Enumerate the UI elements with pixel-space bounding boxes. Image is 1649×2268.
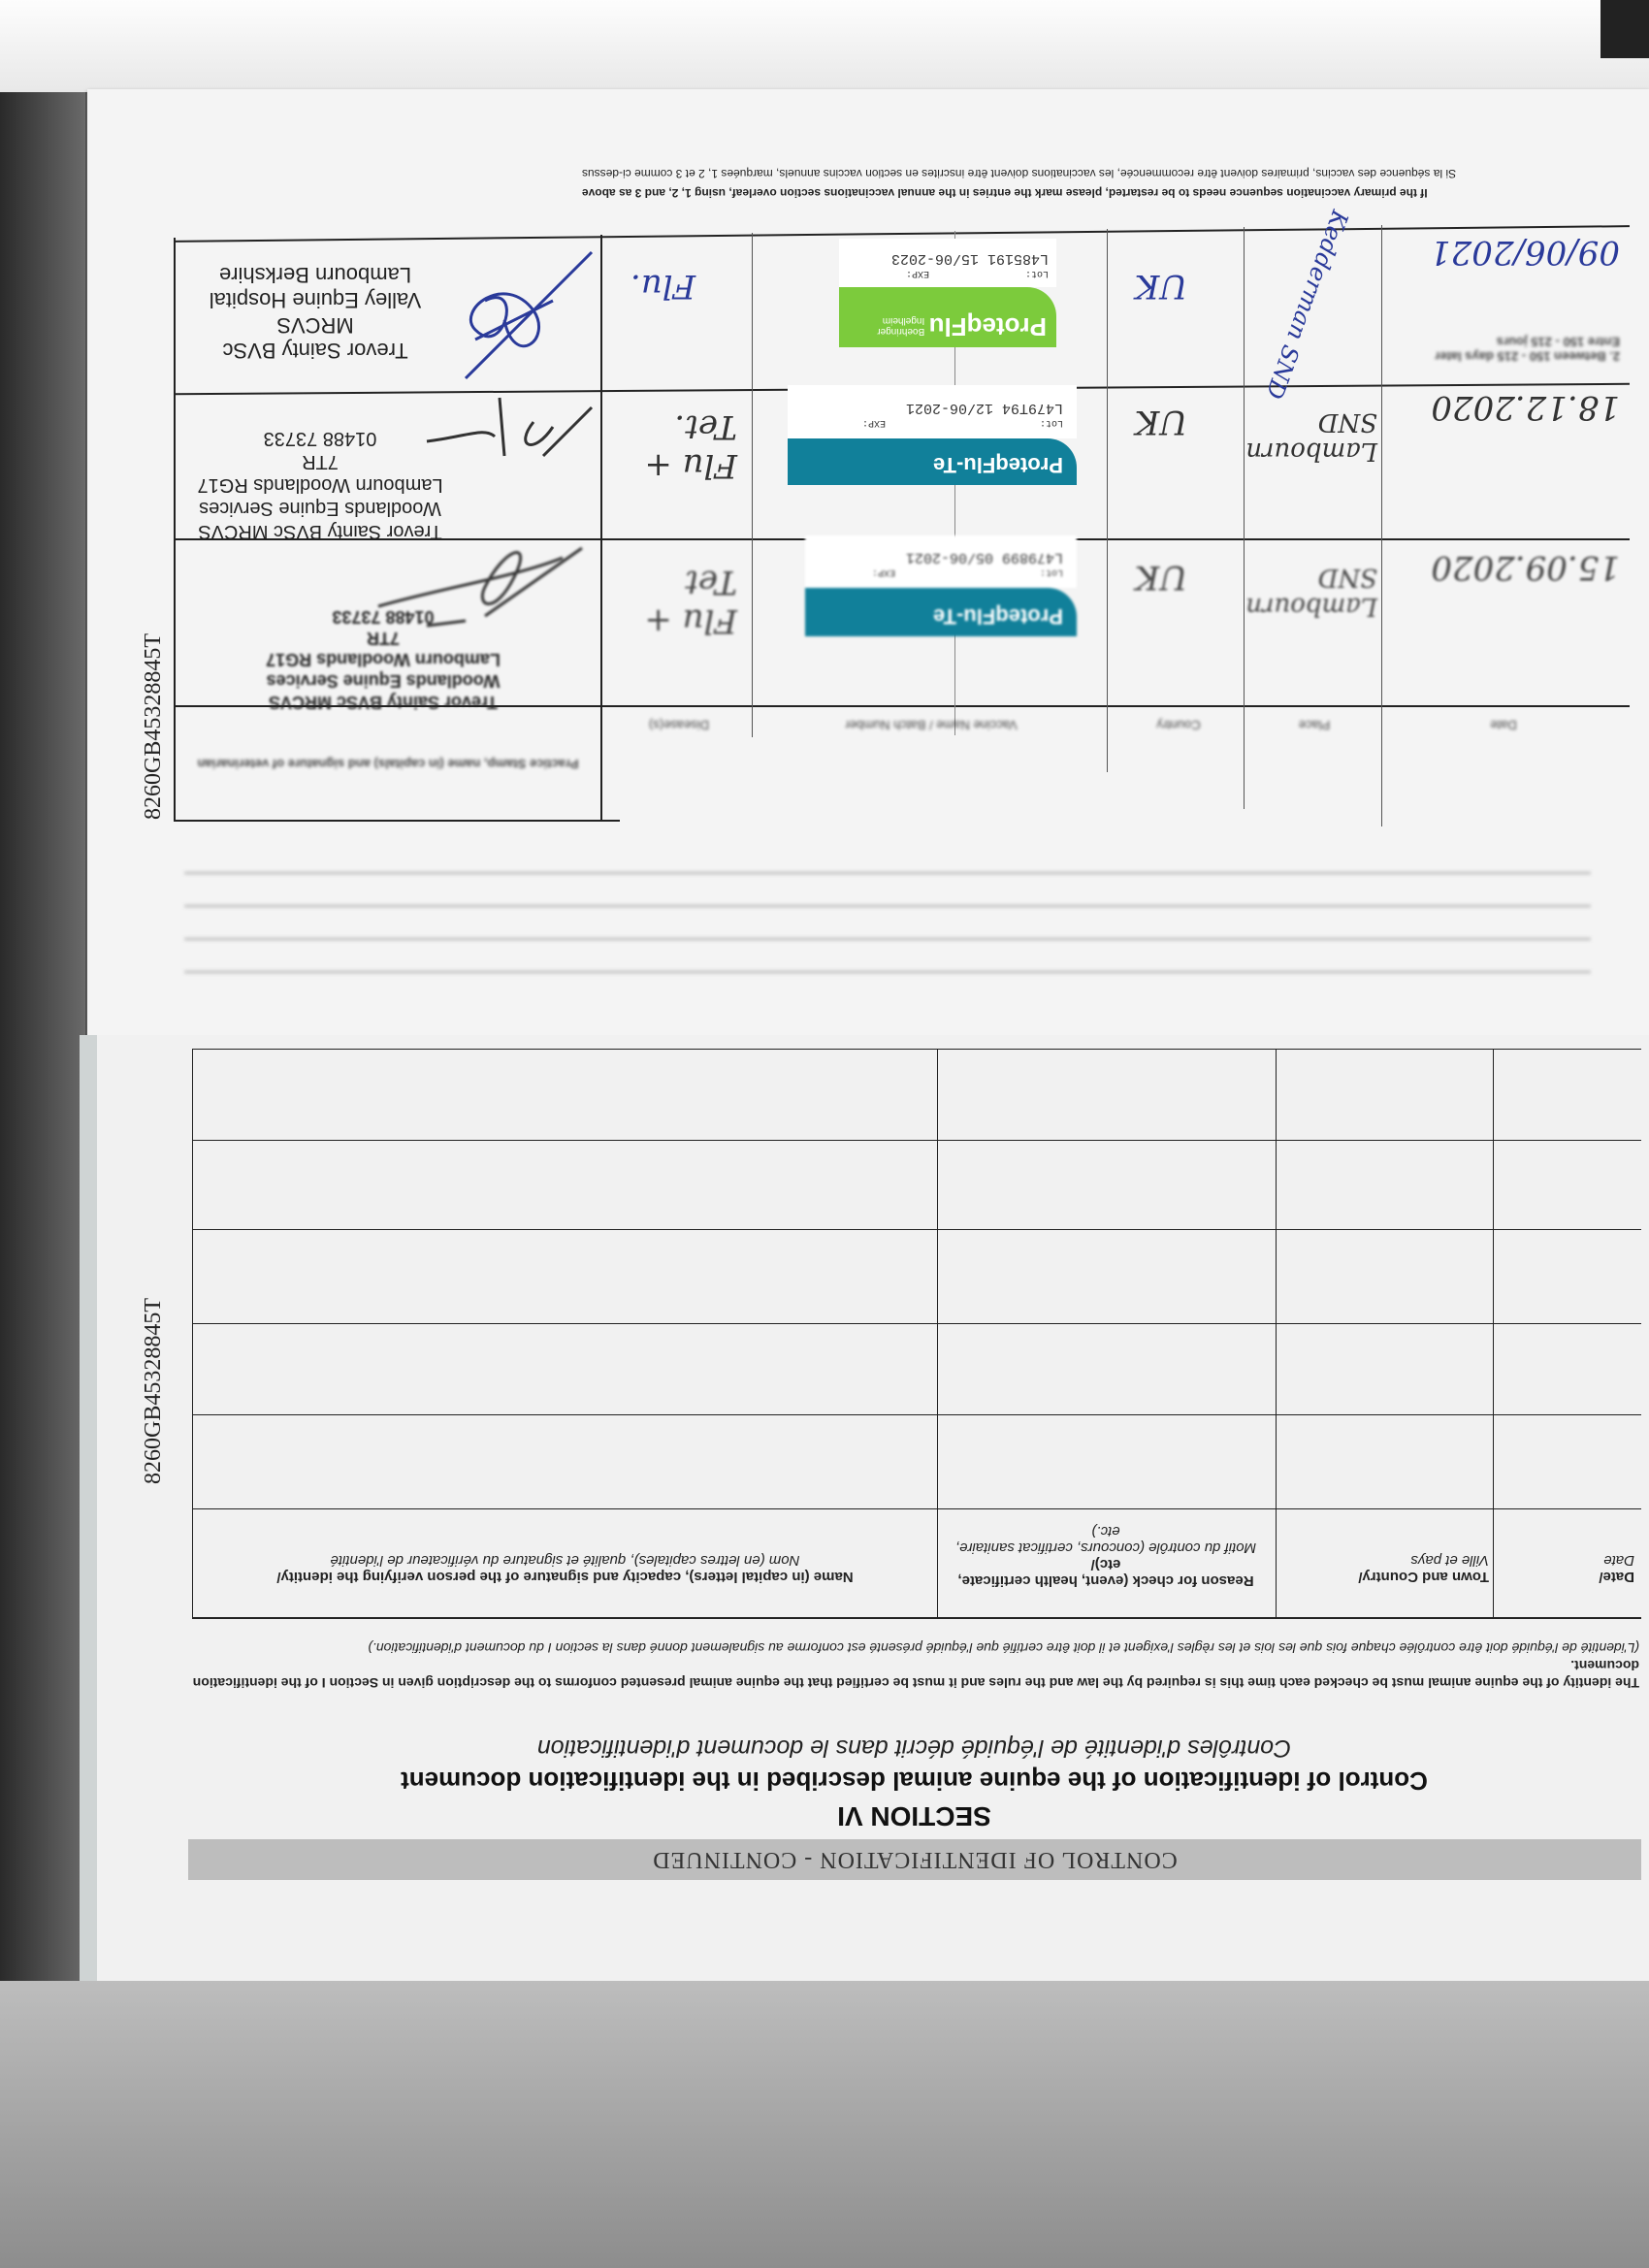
date-cell: 09/06/2021: [1430, 233, 1620, 272]
header-country: Country: [1156, 718, 1201, 732]
date-cell: 15.09.2020: [1431, 548, 1620, 587]
vet-signature-icon: [426, 397, 594, 458]
blurred-instructions: [184, 854, 1591, 999]
header-name-signature: Name (in capital letters), capacity and …: [199, 1552, 931, 1585]
expiry-date: 05/06-2021: [905, 549, 993, 566]
vaccine-name: ProteqFlu-Te: [805, 588, 1077, 636]
row-label-2-en: 2. Between 150 - 215 days later: [1435, 349, 1620, 364]
header-practice-stamp: Practice Stamp, name (in capitals) and s…: [197, 757, 579, 771]
identification-page: [80, 1035, 1649, 1981]
vet-stamp: Trevor Sainty BVSc MRCVS Woodlands Equin…: [262, 606, 504, 713]
proteqflu-sticker: ProteqFlu Boehringer Ingelheim Lot: EXP:…: [839, 239, 1056, 347]
restart-note-en: If the primary vaccination sequence need…: [582, 186, 1428, 200]
header-en: Name (in capital letters), capacity and …: [276, 1569, 854, 1585]
place-cell: Lambourn SND: [1245, 563, 1377, 621]
title-en: Control of identification of the equine …: [401, 1766, 1428, 1796]
stamp-line: Trevor Sainty BVSc MRCVS: [222, 313, 408, 363]
instructions-paragraph: The identity of the equine animal must b…: [189, 1639, 1639, 1692]
header-en: Reason for check (event, health certific…: [957, 1556, 1254, 1589]
header-fr: Nom (en lettres capitales), qualité et s…: [330, 1552, 800, 1569]
header-fr: Motif du contrôle (concours, certificat …: [954, 1523, 1257, 1556]
disease-cell: Flu + Tet: [644, 563, 737, 640]
disease-cell: Flu + Tet.: [644, 407, 737, 485]
lot-number: L479T94: [1001, 400, 1063, 416]
header-fr: Date: [1603, 1552, 1634, 1569]
disease-cell: Flu.: [630, 267, 696, 306]
section-heading: SECTION VI: [837, 1801, 991, 1831]
scanner-background: [0, 0, 1649, 92]
header-en: Date/: [1599, 1569, 1634, 1585]
id-number: 8260GB45328845T: [141, 1298, 166, 1484]
vaccine-name: ProteqFlu-Te: [788, 438, 1077, 485]
lot-number: L479899: [1001, 549, 1063, 566]
header-vaccine: Vaccine Name / Batch Number: [845, 718, 1018, 732]
header-town-country: Town and Country/ Ville et pays: [1280, 1552, 1489, 1585]
para-fr: (L'identité de l'équidé doit être contrô…: [368, 1640, 1639, 1656]
header-place: Place: [1298, 718, 1331, 732]
para-en: The identity of the equine animal must b…: [192, 1658, 1639, 1691]
stamp-line: Lambourn Woodlands RG17 7TR: [197, 451, 443, 496]
scanner-background-left: [0, 92, 85, 2268]
expiry-date: 15/06-2023: [890, 250, 979, 267]
stamp-line: Trevor Sainty BVSc MRCVS: [268, 693, 499, 712]
stamp-line: Lambourn Woodlands RG17 7TR: [266, 629, 501, 669]
date-cell: 18.12.2020: [1431, 388, 1620, 427]
vet-stamp: Trevor Sainty BVSc MRCVS Valley Equine H…: [184, 262, 446, 363]
row-label-2-fr: Entre 150 - 215 jours: [1496, 335, 1620, 349]
id-number: 8260GB45328845T: [141, 633, 166, 820]
header-reason: Reason for check (event, health certific…: [946, 1523, 1266, 1589]
lot-label: Lot:: [1039, 567, 1063, 577]
lot-number: L485191: [986, 250, 1049, 267]
section-banner: CONTROL OF IDENTIFICATION - CONTINUED: [188, 1839, 1641, 1880]
country-cell: UK: [1135, 403, 1188, 441]
title-fr: Contrôles d'identité de l'équidé décrit …: [536, 1734, 1292, 1762]
scanner-edge: [1600, 0, 1649, 58]
vet-signature-icon: [377, 546, 583, 628]
header-en: Town and Country/: [1358, 1569, 1489, 1585]
row-label-2: 2. Between 150 - 215 days later Entre 15…: [1387, 335, 1620, 364]
header-date: Date/ Date: [1499, 1552, 1634, 1585]
exp-label: EXP:: [905, 268, 929, 278]
exp-label: EXP:: [871, 567, 895, 577]
vaccine-name: ProteqFlu: [928, 312, 1047, 341]
lot-label: Lot:: [1024, 268, 1049, 278]
expiry-date: 12/06-2021: [905, 400, 993, 416]
lot-label: Lot:: [1039, 417, 1063, 428]
header-date: Date: [1490, 718, 1517, 732]
restart-note-fr: Si la séquence des vaccins, primaires do…: [582, 167, 1457, 180]
place-cell: Lambourn SND: [1245, 407, 1377, 466]
country-cell: UK: [1135, 267, 1188, 306]
stamp-line: Woodlands Equine Services: [199, 498, 441, 519]
header-disease: Disease(s): [648, 718, 710, 732]
vet-signature-icon: [464, 250, 594, 380]
scanner-background-bottom: [0, 1981, 1649, 2268]
proteqflu-te-sticker: ProteqFlu-Te Lot: EXP: L479899 05/06-202…: [805, 535, 1077, 636]
stamp-line: 01488 73733: [332, 607, 435, 627]
stamp-line: Valley Equine Hospital: [209, 288, 422, 312]
stamp-line: Woodlands Equine Services: [266, 671, 501, 691]
vet-stamp: Trevor Sainty BVSc MRCVS Woodlands Equin…: [184, 427, 456, 543]
stamp-line: 01488 73733: [263, 428, 377, 449]
manufacturer: Boehringer Ingelheim: [877, 315, 925, 337]
exp-label: EXP:: [861, 417, 886, 428]
country-cell: UK: [1135, 558, 1188, 597]
header-fr: Ville et pays: [1410, 1552, 1489, 1569]
proteqflu-te-sticker: ProteqFlu-Te Lot: EXP: L479T94 12/06-202…: [788, 383, 1077, 485]
stamp-line: Lambourn Berkshire: [218, 263, 412, 287]
